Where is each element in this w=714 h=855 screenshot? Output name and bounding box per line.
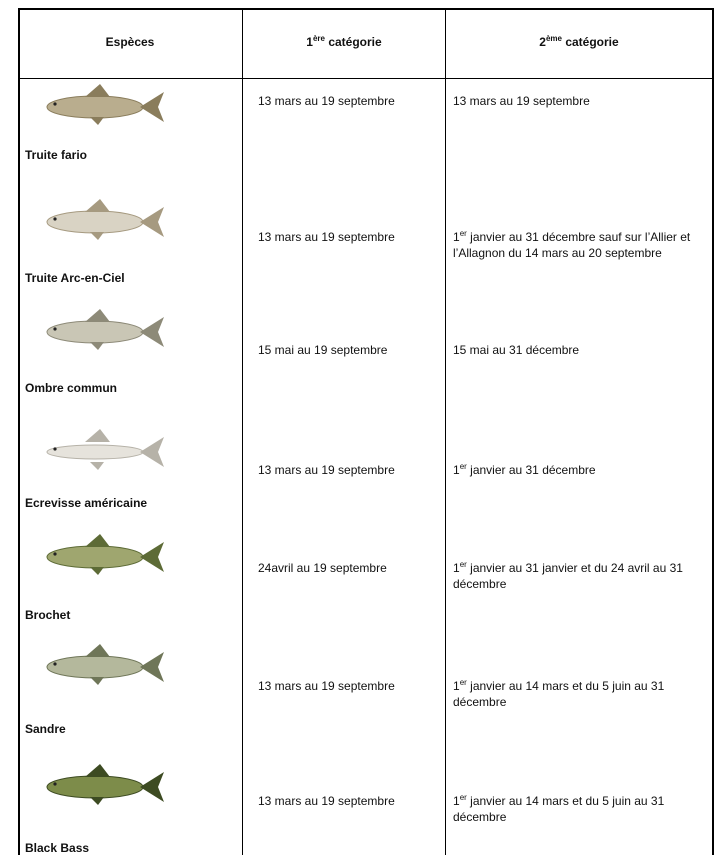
period-first-category: 13 mars au 19 septembre: [258, 794, 395, 808]
species-illustration: [46, 429, 164, 470]
ordinal: 1: [306, 35, 313, 49]
superscript: ère: [312, 34, 325, 43]
period-second-category: 13 mars au 19 septembre: [453, 93, 708, 109]
superscript: er: [459, 793, 467, 802]
cell-text: 13 mars au 19 septembre: [453, 94, 590, 108]
species-name: Brochet: [25, 608, 71, 622]
period-first-category: 13 mars au 19 septembre: [258, 94, 395, 108]
period-first-category: 13 mars au 19 septembre: [258, 230, 395, 244]
table-border: [712, 8, 714, 855]
period-second-category: 1er janvier au 14 mars et du 5 juin au 3…: [453, 678, 708, 710]
ordinal: 1: [453, 463, 460, 477]
cell-text: 15 mai au 31 décembre: [453, 343, 580, 357]
column-header: 2ème catégorie: [446, 34, 712, 50]
column-separator: [242, 8, 243, 855]
period-first-category: 15 mai au 19 septembre: [258, 343, 388, 357]
cell-text: Espèces: [105, 35, 155, 49]
ordinal: 1: [453, 561, 460, 575]
cell-text: catégorie: [325, 35, 382, 49]
superscript: ème: [545, 34, 562, 43]
header-separator: [18, 78, 714, 79]
cell-text: janvier au 31 janvier et du 24 avril au …: [453, 561, 683, 591]
species-name: Ombre commun: [25, 381, 118, 395]
species-name: Truite fario: [25, 148, 88, 162]
period-second-category: 1er janvier au 31 décembre sauf sur l’Al…: [453, 229, 708, 261]
column-header: Espèces: [18, 34, 242, 50]
column-header: 1ère catégorie: [243, 34, 445, 50]
cell-text: janvier au 14 mars et du 5 juin au 31 dé…: [453, 794, 665, 824]
ordinal: 2: [539, 35, 546, 49]
species-illustration: [46, 84, 164, 125]
table-border: [18, 8, 20, 855]
ordinal: 1: [453, 230, 460, 244]
species-name: Ecrevisse américaine: [25, 496, 148, 510]
superscript: er: [459, 560, 467, 569]
species-illustration: [46, 309, 164, 350]
period-first-category: 13 mars au 19 septembre: [258, 463, 395, 477]
period-second-category: 1er janvier au 14 mars et du 5 juin au 3…: [453, 793, 708, 825]
cell-text: catégorie: [562, 35, 619, 49]
species-name: Truite Arc-en-Ciel: [25, 271, 125, 285]
superscript: er: [459, 229, 467, 238]
period-second-category: 1er janvier au 31 janvier et du 24 avril…: [453, 560, 708, 592]
ordinal: 1: [453, 679, 460, 693]
period-second-category: 1er janvier au 31 décembre: [453, 462, 708, 478]
cell-text: janvier au 31 décembre: [466, 463, 596, 477]
species-illustration: [46, 199, 164, 240]
period-first-category: 13 mars au 19 septembre: [258, 679, 395, 693]
cell-text: janvier au 31 décembre sauf sur l’Allier…: [453, 230, 691, 260]
species-illustration: [46, 764, 164, 805]
species-illustration: [46, 534, 164, 575]
species-name: Black Bass: [25, 841, 90, 855]
superscript: er: [459, 678, 467, 687]
cell-text: janvier au 14 mars et du 5 juin au 31 dé…: [453, 679, 665, 709]
ordinal: 1: [453, 794, 460, 808]
superscript: er: [459, 462, 467, 471]
period-second-category: 15 mai au 31 décembre: [453, 342, 708, 358]
table-border: [18, 8, 714, 10]
column-separator: [445, 8, 446, 855]
species-illustration: [46, 644, 164, 685]
period-first-category: 24avril au 19 septembre: [258, 561, 387, 575]
species-name: Sandre: [25, 722, 66, 736]
